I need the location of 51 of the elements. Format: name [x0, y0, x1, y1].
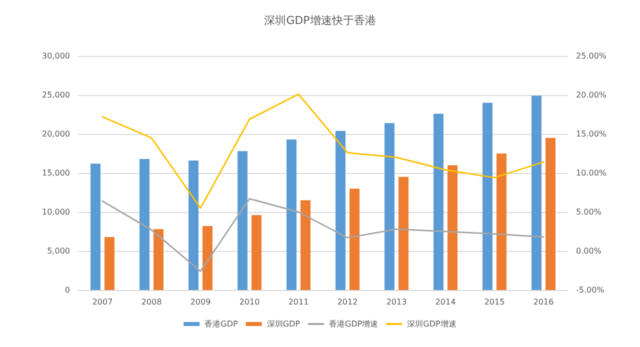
bar	[482, 102, 492, 290]
y2-tick-label: -5.00%	[576, 286, 605, 294]
x-tick-label: 2015	[484, 298, 505, 306]
x-tick-label: 2012	[337, 298, 358, 306]
x-tick-label: 2010	[239, 298, 260, 306]
bar	[448, 165, 458, 290]
y2-tick-label: 5.00%	[576, 208, 602, 216]
bar	[300, 200, 310, 290]
bar	[286, 139, 296, 290]
x-tick-label: 2014	[435, 298, 456, 306]
line-series	[102, 198, 544, 272]
bar	[532, 96, 542, 290]
bar	[398, 176, 408, 290]
x-tick-label: 2013	[386, 298, 407, 306]
y2-tick-label: 10.00%	[576, 168, 607, 178]
bar	[104, 236, 114, 290]
y-tick-label: 20,000	[42, 130, 70, 138]
bar	[202, 226, 212, 290]
bar	[154, 229, 164, 290]
y2-tick-label: 25.00%	[576, 52, 607, 60]
bar	[336, 130, 346, 290]
y2-tick-label: 0.00%	[576, 246, 602, 256]
y-tick-label: 5,000	[47, 246, 70, 256]
bar	[140, 158, 150, 290]
chart-title: 深圳GDP增速快于香港	[264, 14, 376, 27]
x-tick-label: 2009	[190, 298, 211, 306]
y-tick-label: 25,000	[42, 90, 70, 100]
y2-tick-label: 15.00%	[576, 130, 607, 138]
bar	[434, 114, 444, 290]
legend-label: 深圳GDP	[266, 320, 300, 328]
legend-label: 香港GDP	[204, 320, 238, 328]
line-series	[102, 93, 544, 209]
bar	[546, 138, 556, 290]
bar	[496, 154, 506, 290]
y-tick-label: 15,000	[42, 168, 70, 178]
x-tick-label: 2016	[533, 298, 554, 306]
bar	[350, 188, 360, 290]
y-tick-label: 10,000	[42, 208, 70, 216]
bar	[252, 215, 262, 290]
bar	[238, 151, 248, 290]
bar	[384, 123, 394, 290]
bar	[90, 164, 100, 290]
legend-label: 香港GDP增速	[329, 320, 378, 328]
y-tick-label: 0	[64, 286, 70, 294]
x-tick-label: 2007	[92, 298, 113, 306]
bar	[188, 160, 198, 290]
y2-tick-label: 20.00%	[576, 90, 607, 100]
y-tick-label: 30,000	[42, 52, 70, 60]
x-tick-label: 2011	[288, 298, 309, 306]
x-tick-label: 2008	[141, 298, 162, 306]
legend-label: 深圳GDP增速	[407, 320, 456, 328]
